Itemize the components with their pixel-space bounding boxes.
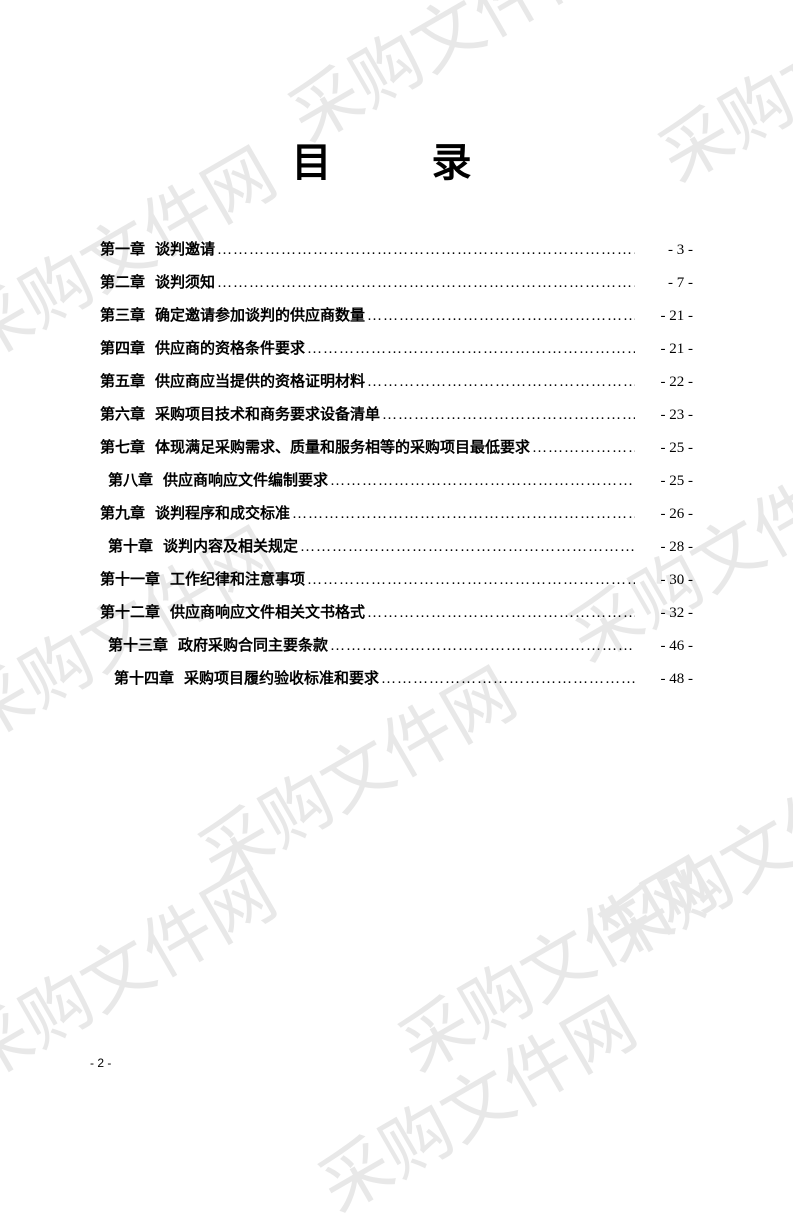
toc-page: - 23 - <box>637 408 693 423</box>
toc-row: 第九章谈判程序和成交标准…………………………………………………………………………… <box>100 507 693 522</box>
toc-label: 政府采购合同主要条款 <box>178 639 328 654</box>
toc-row: 第七章体现满足采购需求、质量和服务相等的采购项目最低要求………………………………… <box>100 441 693 456</box>
toc-chapter: 第八章 <box>108 474 153 489</box>
toc-row: 第四章供应商的资格条件要求………………………………………………………………………… <box>100 342 693 357</box>
toc-row: 第十章谈判内容及相关规定…………………………………………………………………………… <box>100 540 693 555</box>
toc-page: - 28 - <box>637 540 693 555</box>
watermark: 采购文件网 <box>298 969 652 1231</box>
toc-list: 第一章谈判邀请………………………………………………………………………………………… <box>100 243 693 687</box>
watermark: 采购文件网 <box>0 839 292 1101</box>
watermark: 采购文件网 <box>578 719 793 981</box>
toc-leader-dots: …………………………………………………………………………………………………………… <box>367 309 635 324</box>
toc-leader-dots: …………………………………………………………………………………………………………… <box>307 342 635 357</box>
page-title: 目 录 <box>100 130 693 188</box>
page-number: - 2 - <box>90 1056 111 1070</box>
toc-label: 采购项目技术和商务要求设备清单 <box>155 408 380 423</box>
toc-chapter: 第十二章 <box>100 606 160 621</box>
toc-row: 第十三章政府采购合同主要条款……………………………………………………………………… <box>100 639 693 654</box>
toc-chapter: 第五章 <box>100 375 145 390</box>
toc-chapter: 第三章 <box>100 309 145 324</box>
toc-leader-dots: …………………………………………………………………………………………………………… <box>382 408 635 423</box>
toc-chapter: 第十章 <box>108 540 153 555</box>
toc-label: 谈判程序和成交标准 <box>155 507 290 522</box>
toc-leader-dots: …………………………………………………………………………………………………………… <box>217 276 635 291</box>
toc-leader-dots: …………………………………………………………………………………………………………… <box>367 606 635 621</box>
toc-page: - 30 - <box>637 573 693 588</box>
toc-label: 谈判须知 <box>155 276 215 291</box>
toc-label: 供应商的资格条件要求 <box>155 342 305 357</box>
toc-chapter: 第十四章 <box>114 672 174 687</box>
page-content: 目 录 第一章谈判邀请……………………………………………………………………………… <box>0 0 793 687</box>
toc-leader-dots: …………………………………………………………………………………………………………… <box>367 375 635 390</box>
toc-leader-dots: …………………………………………………………………………………………………………… <box>381 672 635 687</box>
toc-leader-dots: …………………………………………………………………………………………………………… <box>330 639 635 654</box>
toc-row: 第五章供应商应当提供的资格证明材料……………………………………………………………… <box>100 375 693 390</box>
toc-leader-dots: …………………………………………………………………………………………………………… <box>292 507 635 522</box>
toc-page: - 21 - <box>637 309 693 324</box>
toc-page: - 22 - <box>637 375 693 390</box>
toc-page: - 3 - <box>637 243 693 258</box>
toc-label: 确定邀请参加谈判的供应商数量 <box>155 309 365 324</box>
toc-leader-dots: …………………………………………………………………………………………………………… <box>330 474 635 489</box>
toc-row: 第十四章采购项目履约验收标准和要求……………………………………………………………… <box>100 672 693 687</box>
toc-chapter: 第七章 <box>100 441 145 456</box>
toc-page: - 25 - <box>637 474 693 489</box>
toc-page: - 46 - <box>637 639 693 654</box>
toc-label: 工作纪律和注意事项 <box>170 573 305 588</box>
toc-page: - 7 - <box>637 276 693 291</box>
toc-leader-dots: …………………………………………………………………………………………………………… <box>307 573 635 588</box>
toc-page: - 21 - <box>637 342 693 357</box>
toc-label: 供应商响应文件编制要求 <box>163 474 328 489</box>
toc-row: 第六章采购项目技术和商务要求设备清单…………………………………………………………… <box>100 408 693 423</box>
toc-chapter: 第四章 <box>100 342 145 357</box>
toc-chapter: 第一章 <box>100 243 145 258</box>
toc-page: - 26 - <box>637 507 693 522</box>
toc-row: 第二章谈判须知………………………………………………………………………………………… <box>100 276 693 291</box>
toc-label: 体现满足采购需求、质量和服务相等的采购项目最低要求 <box>155 441 530 456</box>
toc-page: - 32 - <box>637 606 693 621</box>
toc-chapter: 第六章 <box>100 408 145 423</box>
toc-label: 供应商响应文件相关文书格式 <box>170 606 365 621</box>
toc-page: - 48 - <box>637 672 693 687</box>
toc-label: 采购项目履约验收标准和要求 <box>184 672 379 687</box>
toc-label: 谈判内容及相关规定 <box>163 540 298 555</box>
toc-row: 第三章确定邀请参加谈判的供应商数量……………………………………………………………… <box>100 309 693 324</box>
toc-chapter: 第二章 <box>100 276 145 291</box>
toc-chapter: 第九章 <box>100 507 145 522</box>
toc-leader-dots: …………………………………………………………………………………………………………… <box>532 441 635 456</box>
toc-leader-dots: …………………………………………………………………………………………………………… <box>300 540 635 555</box>
toc-row: 第八章供应商响应文件编制要求……………………………………………………………………… <box>100 474 693 489</box>
toc-label: 供应商应当提供的资格证明材料 <box>155 375 365 390</box>
toc-page: - 25 - <box>637 441 693 456</box>
toc-chapter: 第十三章 <box>108 639 168 654</box>
toc-chapter: 第十一章 <box>100 573 160 588</box>
watermark: 采购文件网 <box>378 829 732 1091</box>
toc-row: 第一章谈判邀请………………………………………………………………………………………… <box>100 243 693 258</box>
toc-leader-dots: …………………………………………………………………………………………………………… <box>217 243 635 258</box>
toc-row: 第十二章供应商响应文件相关文书格式……………………………………………………………… <box>100 606 693 621</box>
toc-label: 谈判邀请 <box>155 243 215 258</box>
toc-row: 第十一章工作纪律和注意事项………………………………………………………………………… <box>100 573 693 588</box>
